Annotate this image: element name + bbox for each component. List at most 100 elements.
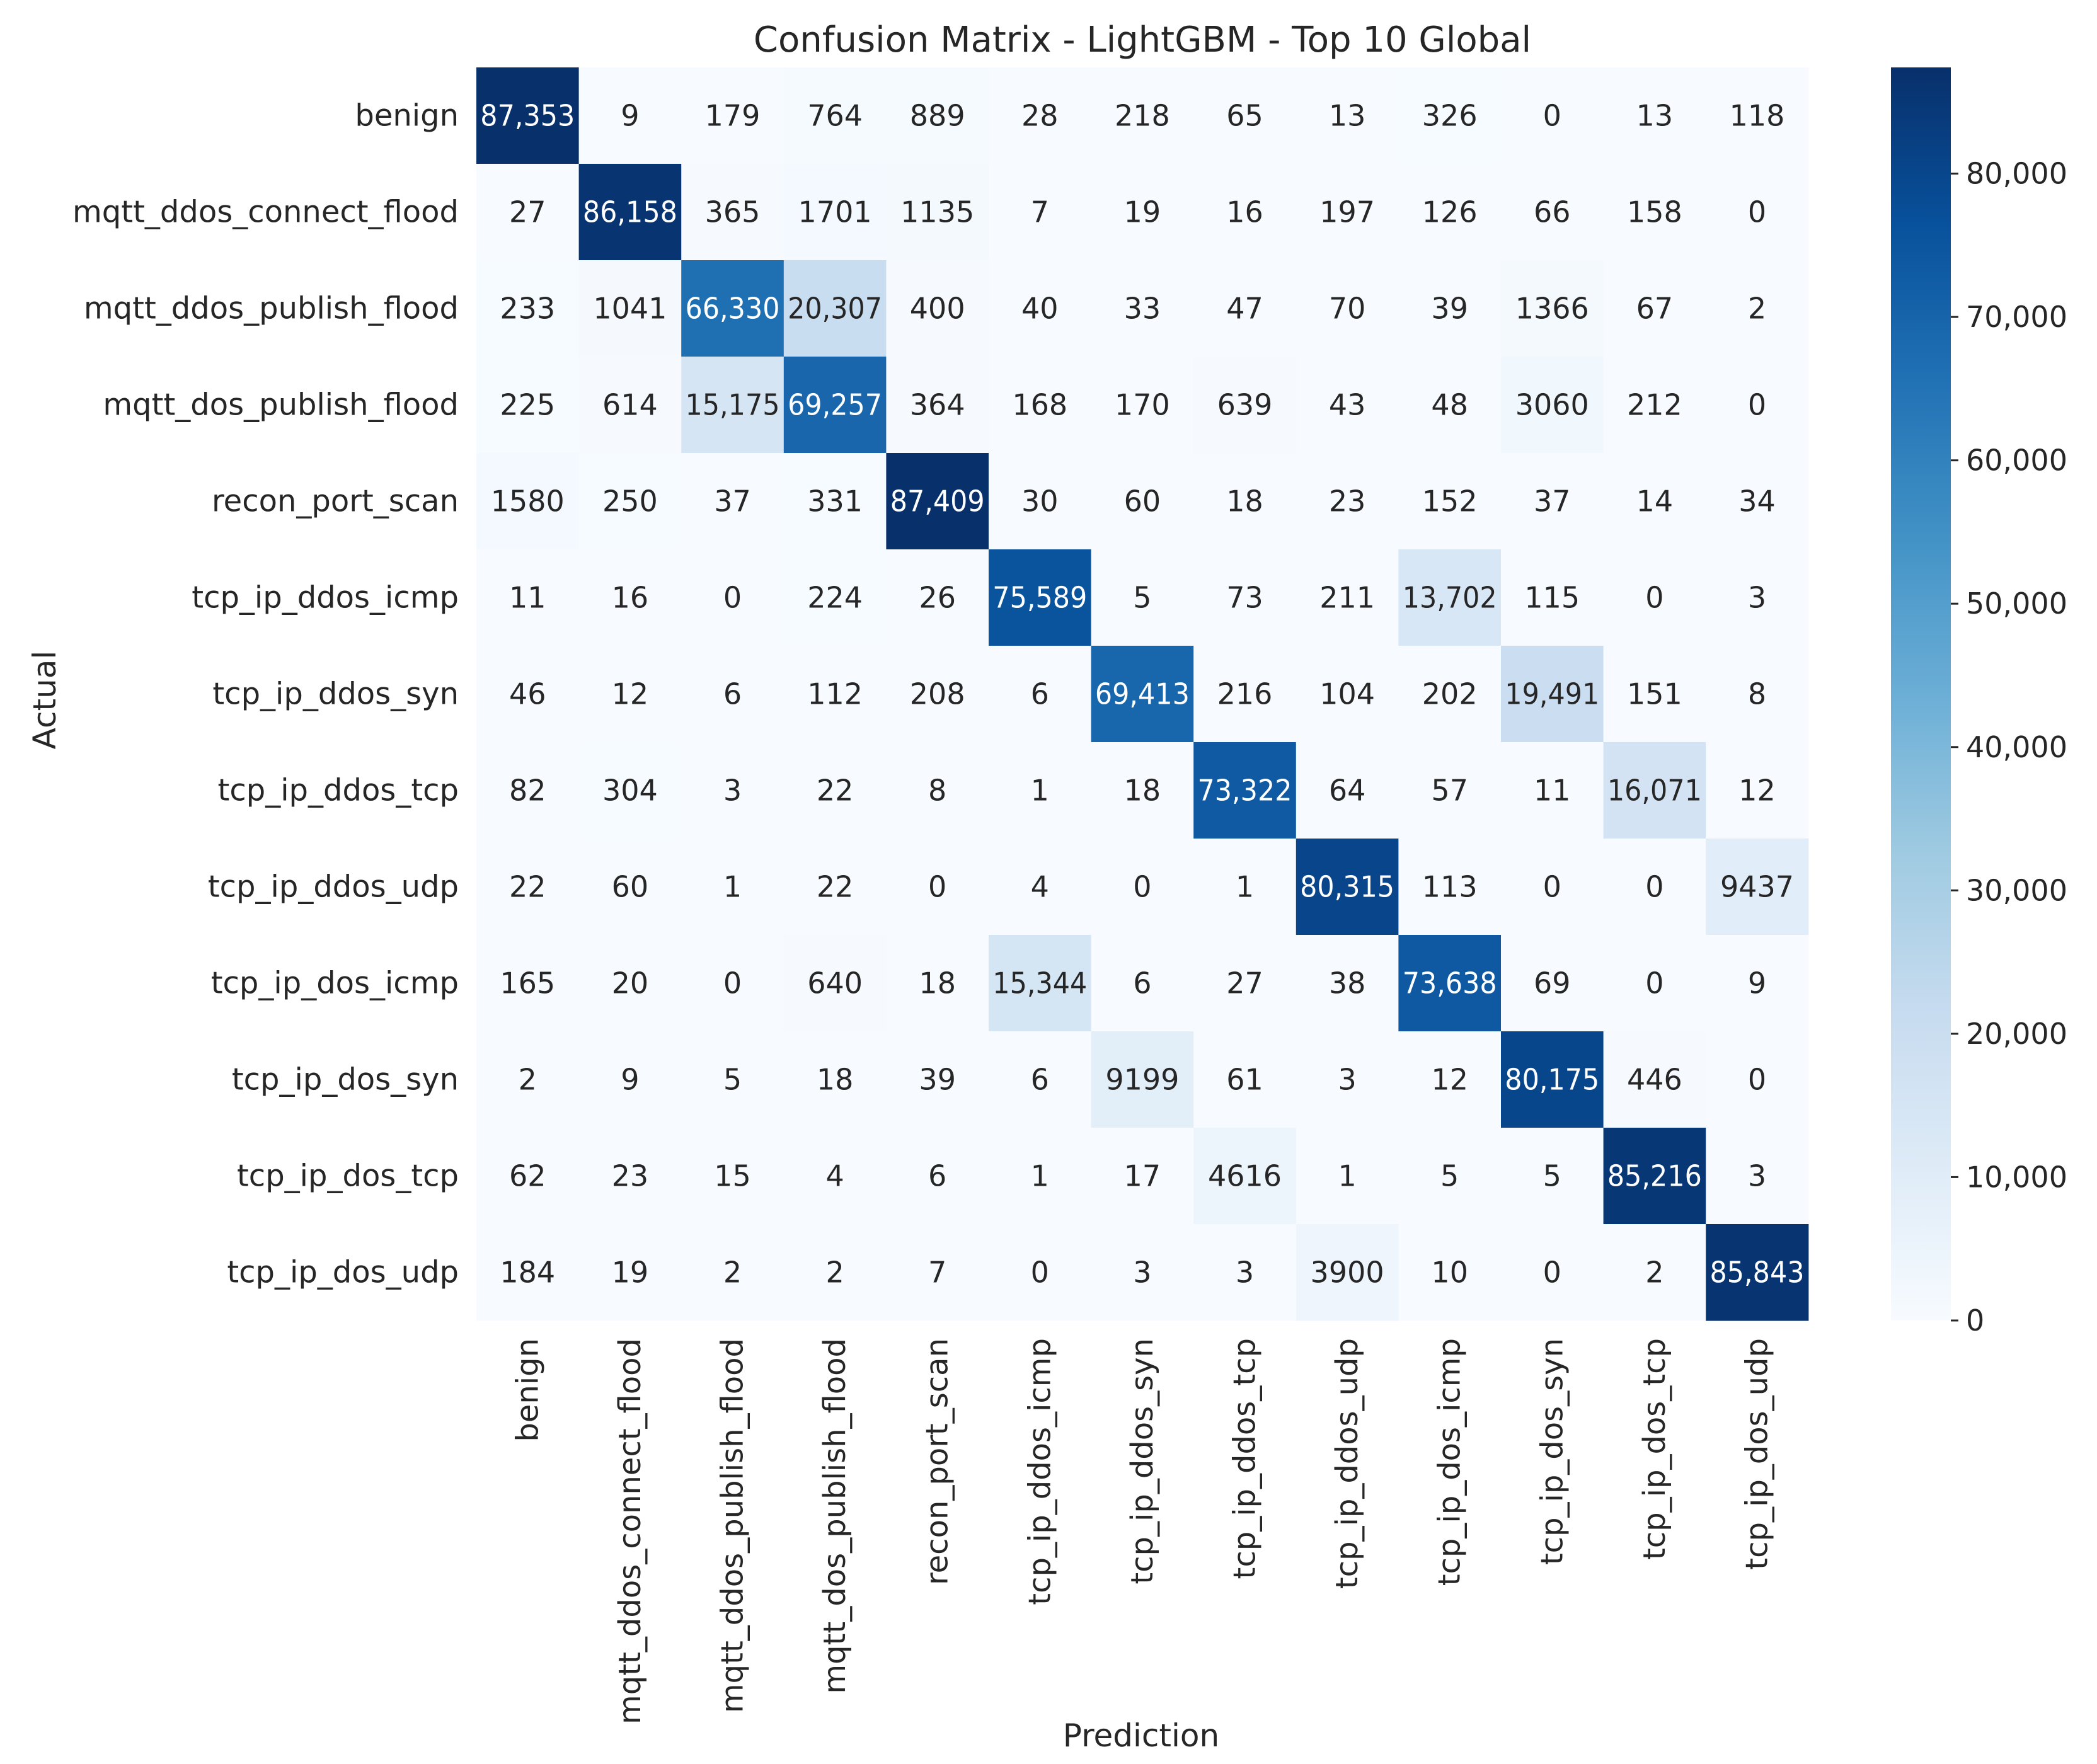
heatmap-cell [1398,549,1502,646]
heatmap-cell [783,549,887,646]
heatmap-cell [1501,453,1604,550]
heatmap-cell [1398,935,1502,1032]
cell-value-label: 14 [1636,484,1674,518]
heatmap-cell [681,742,784,839]
cell-value-label: 764 [807,99,863,133]
cell-value-label: 48 [1431,388,1468,422]
cell-value-label: 27 [1226,966,1263,1000]
cell-value-label: 1 [1031,1159,1049,1193]
cell-value-label: 22 [817,870,854,904]
cell-value-label: 13,702 [1403,581,1497,615]
heatmap-cell [989,453,1092,550]
colorbar-tick-label: 0 [1966,1303,1984,1337]
heatmap-cell [1193,1128,1297,1225]
cell-value-label: 225 [500,388,555,422]
colorbar-tick-label: 50,000 [1966,587,2067,621]
heatmap-cell [1091,839,1194,936]
heatmap-cell [783,1031,887,1128]
heatmap-cell [1091,67,1194,164]
cell-value-label: 6 [723,677,742,711]
cell-value-label: 15,175 [686,388,780,422]
heatmap-cell [989,164,1092,261]
heatmap-cell [1296,839,1399,936]
heatmap-cell [989,67,1092,164]
heatmap-cell [1398,1224,1502,1321]
cell-value-label: 4616 [1208,1159,1282,1193]
heatmap-cell [476,549,580,646]
heatmap-cell [886,1224,989,1321]
cell-value-label: 12 [1738,774,1776,808]
heatmap-cell [783,357,887,454]
heatmap-cell [1603,839,1706,936]
heatmap-cell [1501,67,1604,164]
cell-value-label: 224 [807,581,863,615]
heatmap-cell [783,839,887,936]
cell-value-label: 33 [1124,292,1161,326]
heatmap-cell [476,1031,580,1128]
heatmap-cell [578,1031,682,1128]
cell-value-label: 197 [1319,195,1375,229]
heatmap-cell [476,646,580,743]
heatmap-cell [1296,549,1399,646]
heatmap-cell [886,742,989,839]
cell-value-label: 6 [1133,966,1151,1000]
heatmap-cell [1398,67,1502,164]
cell-value-label: 28 [1021,99,1059,133]
cell-value-label: 9437 [1720,870,1794,904]
cell-value-label: 3 [1338,1063,1356,1097]
cell-value-label: 15,344 [992,966,1087,1000]
cell-value-label: 1366 [1515,292,1589,326]
heatmap-cell [1706,549,1809,646]
heatmap-cell [1193,67,1297,164]
cell-value-label: 5 [1133,581,1151,615]
heatmap-cell [476,1224,580,1321]
heatmap-cell [989,357,1092,454]
heatmap-cell [783,742,887,839]
heatmap-cell [476,67,580,164]
heatmap-cell [476,260,580,357]
y-tick-label: mqtt_ddos_connect_flood [72,195,459,230]
cell-value-label: 6 [928,1159,946,1193]
heatmap-cell [1398,453,1502,550]
heatmap-cell [886,260,989,357]
cell-value-label: 18 [1124,774,1161,808]
heatmap-cell [1398,260,1502,357]
heatmap-cell [1091,164,1194,261]
cell-value-label: 11 [509,581,546,615]
y-tick-label: mqtt_dos_publish_flood [103,387,459,423]
cell-value-label: 66,330 [686,292,780,326]
y-tick-label: tcp_ip_dos_udp [227,1255,459,1290]
heatmap-cell [1706,260,1809,357]
colorbar-tick-label: 10,000 [1966,1160,2067,1194]
heatmap-cell [681,453,784,550]
cell-value-label: 2 [825,1256,844,1290]
heatmap-cell [578,67,682,164]
heatmap-cell [1296,164,1399,261]
heatmap-cell [886,67,989,164]
cell-value-label: 16,071 [1607,774,1702,808]
x-tick-label: tcp_ip_dos_syn [1534,1338,1570,1565]
heatmap-cell [783,164,887,261]
cell-value-label: 23 [612,1159,649,1193]
cell-value-label: 2 [723,1256,742,1290]
cell-value-label: 7 [928,1256,946,1290]
heatmap-cell [1501,1031,1604,1128]
heatmap-cell [989,839,1092,936]
cell-value-label: 3 [1748,1159,1766,1193]
cell-value-label: 22 [817,774,854,808]
cell-value-label: 27 [509,195,546,229]
cell-value-label: 202 [1422,677,1478,711]
cell-value-label: 115 [1524,581,1580,615]
cell-value-label: 47 [1226,292,1263,326]
cell-value-label: 614 [602,388,658,422]
cell-value-label: 1041 [593,292,667,326]
y-tick-label: recon_port_scan [212,484,459,519]
cell-value-label: 0 [1543,870,1561,904]
heatmap-cell [476,453,580,550]
cell-value-label: 0 [723,581,742,615]
cell-value-label: 69,413 [1095,677,1190,711]
cell-value-label: 65 [1226,99,1263,133]
heatmap-cell [578,260,682,357]
y-tick-label: tcp_ip_ddos_udp [208,869,459,905]
